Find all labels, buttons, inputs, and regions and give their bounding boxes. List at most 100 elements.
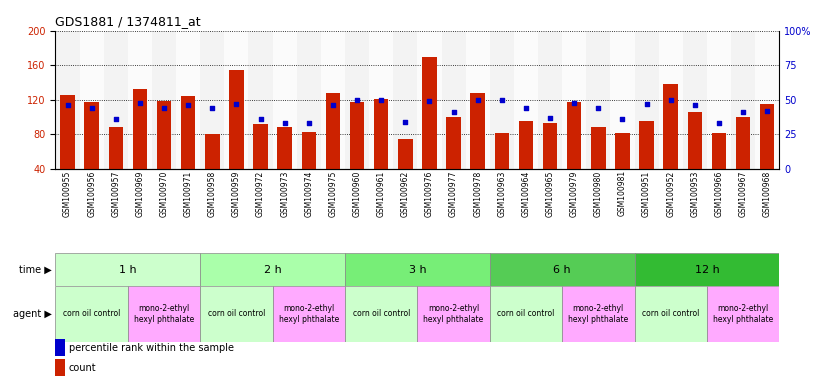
Point [520, 105, 533, 111]
Bar [369, 31, 393, 169]
Text: 3 h: 3 h [409, 265, 426, 275]
Point [568, 99, 581, 106]
Bar [610, 31, 635, 169]
Bar [418, 286, 490, 342]
Bar [422, 56, 437, 169]
Point [543, 115, 557, 121]
Bar [55, 31, 80, 169]
Bar [55, 286, 128, 342]
Bar [205, 134, 220, 169]
Bar [731, 31, 755, 169]
Bar [490, 31, 514, 169]
Point [157, 105, 171, 111]
Bar [586, 31, 610, 169]
Bar [567, 103, 582, 169]
Text: 6 h: 6 h [553, 265, 571, 275]
Bar [418, 31, 441, 169]
Text: mono-2-ethyl
hexyl phthalate: mono-2-ethyl hexyl phthalate [568, 304, 628, 324]
Text: corn oil control: corn oil control [642, 310, 699, 318]
Text: count: count [69, 363, 96, 373]
Bar [253, 124, 268, 169]
Point [689, 102, 702, 108]
Bar [635, 253, 779, 286]
Point [230, 101, 243, 107]
Bar [277, 127, 292, 169]
Point [761, 108, 774, 114]
Bar [200, 31, 224, 169]
Bar [181, 96, 195, 169]
Bar [543, 123, 557, 169]
Text: mono-2-ethyl
hexyl phthalate: mono-2-ethyl hexyl phthalate [424, 304, 484, 324]
Text: corn oil control: corn oil control [353, 310, 410, 318]
Bar [707, 286, 779, 342]
Text: 1 h: 1 h [119, 265, 136, 275]
Point [616, 116, 629, 122]
Text: mono-2-ethyl
hexyl phthalate: mono-2-ethyl hexyl phthalate [134, 304, 194, 324]
Bar [640, 121, 654, 169]
Text: corn oil control: corn oil control [497, 310, 555, 318]
Bar [663, 84, 678, 169]
Point [471, 97, 484, 103]
Bar [345, 286, 418, 342]
Bar [297, 31, 321, 169]
Bar [519, 121, 533, 169]
Point [423, 98, 436, 104]
Bar [393, 31, 418, 169]
Bar [273, 286, 345, 342]
Bar [152, 31, 176, 169]
Point [254, 116, 267, 122]
Bar [326, 93, 340, 169]
Bar [514, 31, 538, 169]
Point [133, 99, 146, 106]
Bar [712, 133, 726, 169]
Point [326, 102, 339, 108]
Point [61, 102, 74, 108]
Bar [591, 127, 605, 169]
Bar [374, 99, 388, 169]
Text: mono-2-ethyl
hexyl phthalate: mono-2-ethyl hexyl phthalate [713, 304, 774, 324]
Bar [104, 31, 128, 169]
Bar [688, 112, 702, 169]
Bar [133, 89, 147, 169]
Text: mono-2-ethyl
hexyl phthalate: mono-2-ethyl hexyl phthalate [279, 304, 339, 324]
Bar [755, 31, 779, 169]
Bar [200, 286, 273, 342]
Point [206, 105, 219, 111]
Bar [109, 127, 123, 169]
Bar [471, 93, 485, 169]
Bar [321, 31, 345, 169]
Bar [224, 31, 249, 169]
Point [85, 105, 98, 111]
Bar [345, 253, 490, 286]
Bar [55, 253, 200, 286]
Bar [249, 31, 273, 169]
Text: corn oil control: corn oil control [63, 310, 121, 318]
Bar [466, 31, 490, 169]
Bar [659, 31, 683, 169]
Point [737, 109, 750, 115]
Bar [490, 286, 562, 342]
Text: GDS1881 / 1374811_at: GDS1881 / 1374811_at [55, 15, 201, 28]
Point [278, 120, 291, 126]
Bar [683, 31, 707, 169]
Bar [538, 31, 562, 169]
Point [592, 105, 605, 111]
Bar [494, 133, 509, 169]
Bar [350, 101, 364, 169]
Bar [200, 253, 345, 286]
Bar [60, 95, 75, 169]
Point [447, 109, 460, 115]
Bar [441, 31, 466, 169]
Text: agent ▶: agent ▶ [12, 309, 51, 319]
Bar [490, 253, 635, 286]
Bar [157, 101, 171, 169]
Bar [562, 286, 635, 342]
Bar [302, 132, 316, 169]
Text: 12 h: 12 h [694, 265, 719, 275]
Text: percentile rank within the sample: percentile rank within the sample [69, 343, 233, 353]
Bar [635, 286, 707, 342]
Bar [176, 31, 200, 169]
Point [712, 120, 725, 126]
Text: time ▶: time ▶ [19, 265, 51, 275]
Bar [615, 133, 630, 169]
